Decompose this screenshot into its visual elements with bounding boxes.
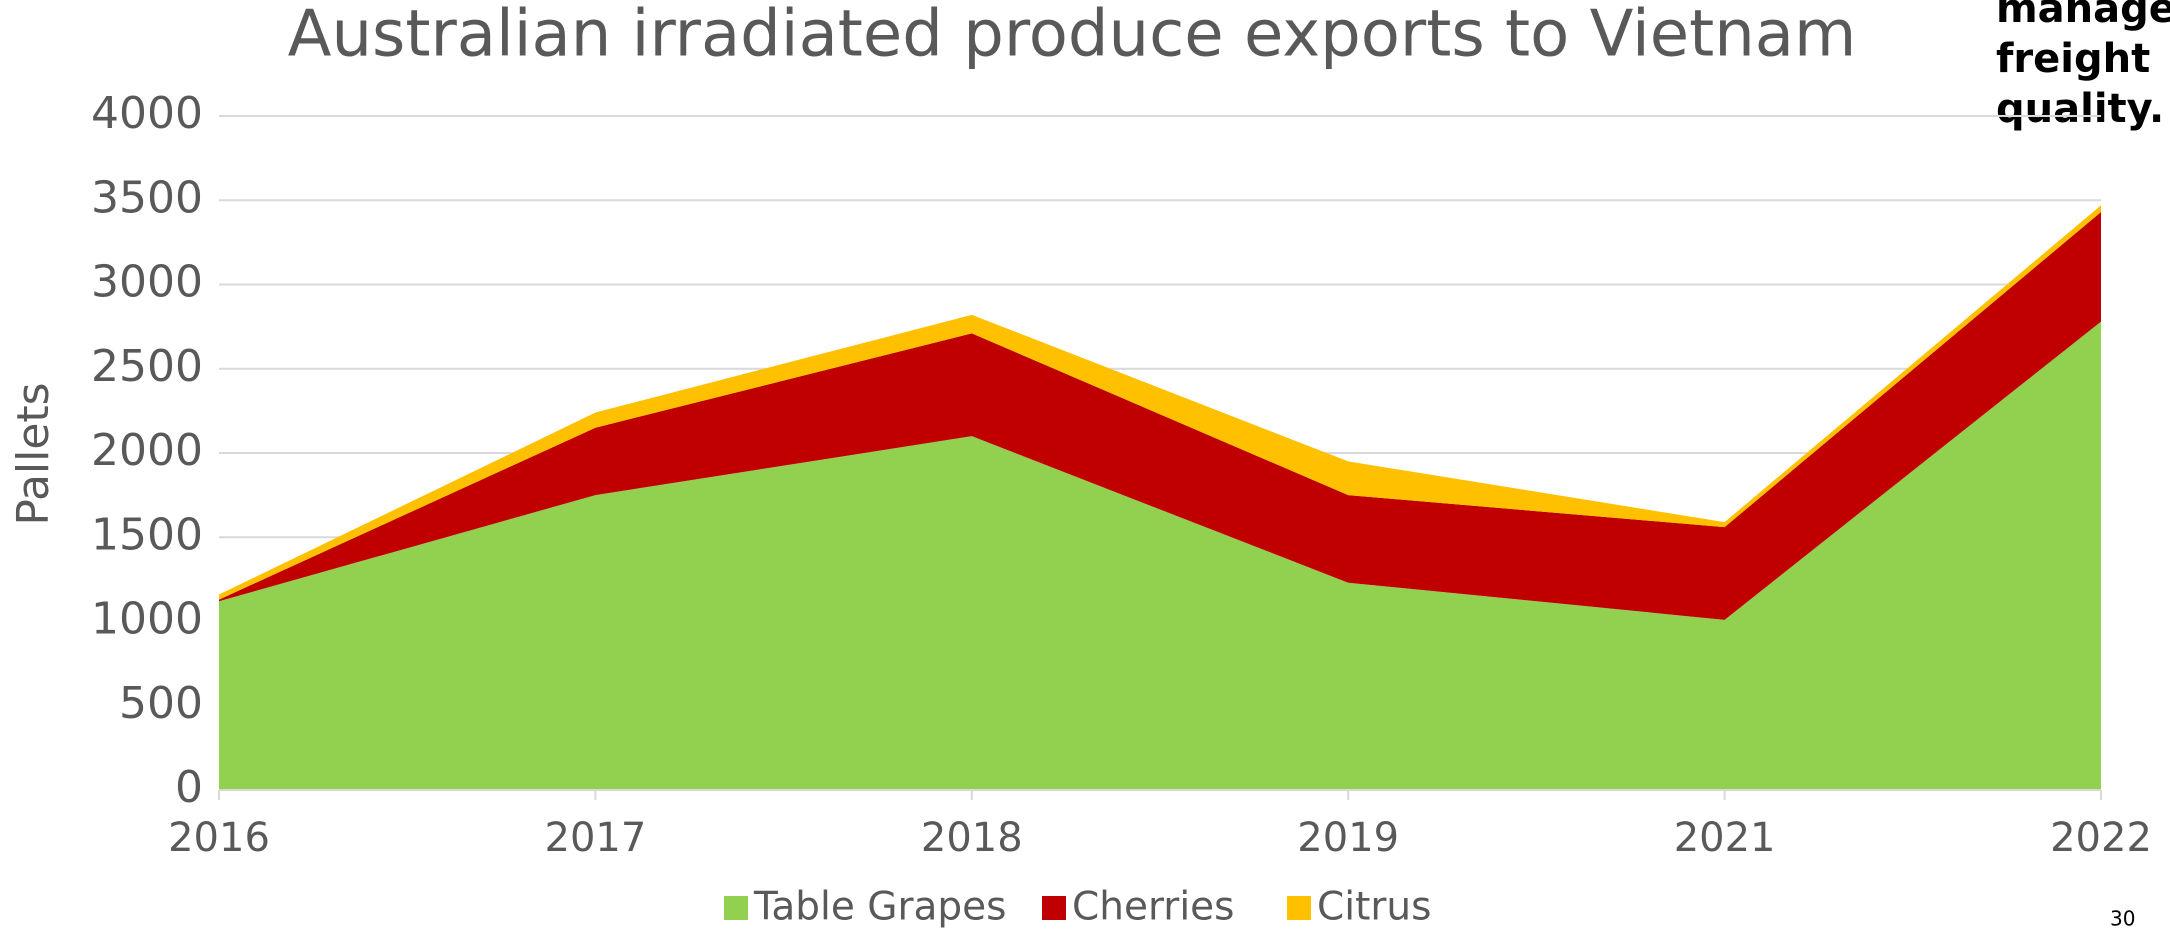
legend-swatch bbox=[1287, 896, 1311, 920]
side-text: quality. bbox=[1996, 86, 2164, 132]
y-tick-label: 1500 bbox=[91, 509, 203, 560]
y-tick-label: 500 bbox=[119, 678, 203, 729]
y-tick-label: 0 bbox=[175, 762, 203, 813]
area bbox=[219, 212, 2101, 620]
page-number: 30 bbox=[2110, 907, 2135, 929]
chart-title: Australian irradiated produce exports to… bbox=[288, 0, 1857, 72]
side-text: freight bbox=[1996, 36, 2150, 82]
legend-swatch bbox=[1042, 896, 1066, 920]
y-axis-label: Pallets bbox=[8, 382, 59, 525]
legend-swatch bbox=[724, 896, 748, 920]
y-tick-label: 3000 bbox=[91, 257, 203, 308]
side-text: manage bbox=[1996, 0, 2170, 32]
y-tick-label: 2000 bbox=[91, 425, 203, 476]
y-tick-label: 3500 bbox=[91, 172, 203, 223]
area bbox=[219, 321, 2101, 790]
x-tick-label: 2021 bbox=[1674, 815, 1776, 861]
x-tick-label: 2016 bbox=[168, 815, 270, 861]
x-tick-label: 2018 bbox=[921, 815, 1023, 861]
y-tick-label: 4000 bbox=[91, 88, 203, 139]
area bbox=[219, 205, 2101, 600]
legend-label: Citrus bbox=[1317, 885, 1431, 929]
legend-label: Cherries bbox=[1072, 885, 1234, 929]
legend-label: Table Grapes bbox=[753, 885, 1006, 929]
x-tick-label: 2017 bbox=[545, 815, 647, 861]
x-tick-label: 2022 bbox=[2050, 815, 2152, 861]
x-tick-label: 2019 bbox=[1297, 815, 1399, 861]
y-tick-label: 1000 bbox=[91, 594, 203, 645]
y-tick-label: 2500 bbox=[91, 341, 203, 392]
